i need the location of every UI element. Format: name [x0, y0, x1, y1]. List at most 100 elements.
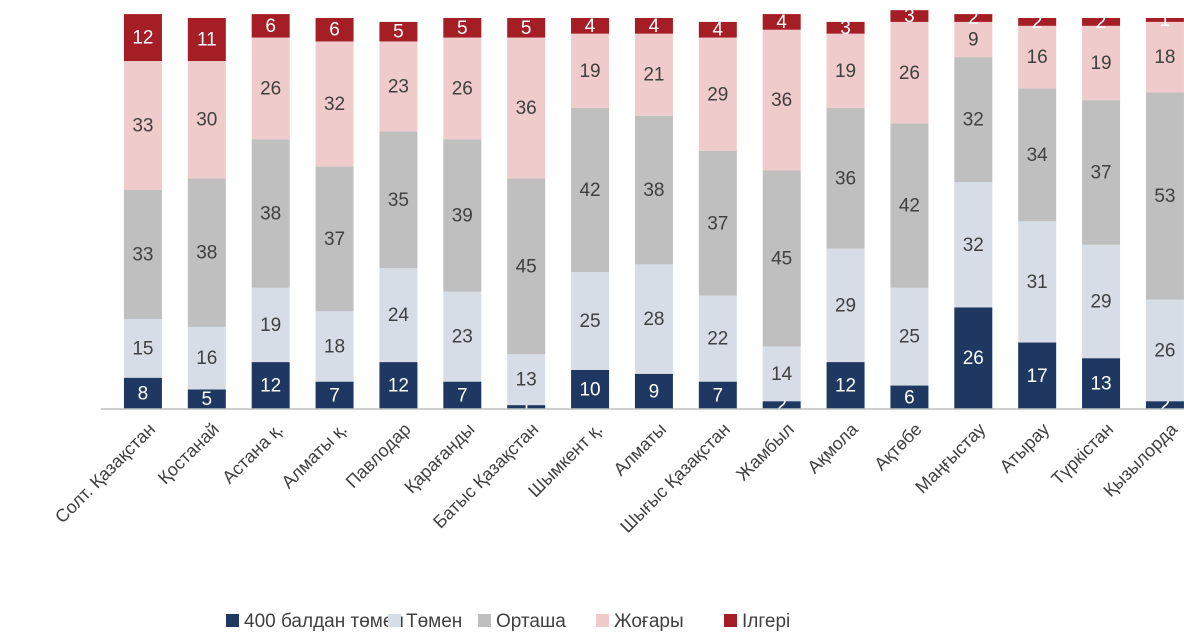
value-label: 3: [840, 18, 851, 39]
bar-segment: [123, 377, 162, 409]
legend-swatch: [226, 614, 239, 627]
value-label: 2: [776, 395, 787, 416]
value-label: 4: [776, 12, 787, 33]
bar-segment: [634, 33, 673, 116]
value-label: 19: [260, 315, 281, 336]
bar-segment: [698, 295, 737, 382]
bar-segment: [1145, 401, 1184, 409]
bar-segment: [1082, 100, 1121, 245]
bar-segment: [443, 291, 482, 382]
value-label: 26: [1154, 340, 1175, 361]
value-label: 13: [1090, 374, 1111, 395]
bar-segment: [507, 18, 546, 38]
value-label: 26: [260, 78, 281, 99]
value-label: 32: [324, 94, 345, 115]
value-label: 18: [324, 336, 345, 357]
x-tick-label: Шығыс Қазақстан: [616, 419, 734, 537]
value-label: 34: [1027, 145, 1049, 166]
x-tick-label: Ақмола: [803, 418, 862, 477]
bar-segment: [634, 264, 673, 374]
bar-segment: [762, 401, 801, 409]
bar-segment: [315, 381, 354, 409]
value-label: 8: [138, 383, 149, 404]
value-label: 3: [904, 6, 915, 27]
bar-segment: [698, 21, 737, 38]
value-label: 12: [260, 376, 281, 397]
value-label: 2: [1096, 12, 1107, 33]
value-label: 23: [388, 76, 409, 97]
value-label: 26: [452, 78, 473, 99]
value-label: 6: [904, 387, 915, 408]
value-label: 30: [196, 110, 217, 131]
value-label: 37: [1090, 162, 1111, 183]
bar-segment: [379, 41, 418, 132]
bar-segment: [571, 272, 610, 370]
bar-segment: [762, 170, 801, 347]
value-label: 38: [196, 243, 217, 264]
bar-segment: [698, 37, 737, 151]
bar-segment: [890, 385, 929, 409]
bar-segment: [1145, 92, 1184, 300]
bar-segment: [507, 354, 546, 406]
bar-segment: [379, 131, 418, 269]
bar-segment: [571, 369, 610, 409]
bar-segment: [187, 61, 226, 179]
x-tick-label: Алматы: [610, 419, 671, 480]
x-tick-label: Жамбыл: [732, 419, 798, 485]
value-label: 1: [1160, 10, 1171, 31]
value-label: 31: [1027, 272, 1048, 293]
bar-segment: [571, 33, 610, 108]
legend-label: Ілгері: [742, 611, 790, 632]
value-label: 32: [963, 235, 984, 256]
bar-segment: [634, 373, 673, 409]
value-label: 38: [643, 180, 664, 201]
bar-segment: [1082, 25, 1121, 101]
value-label: 35: [388, 190, 409, 211]
value-label: 22: [707, 329, 728, 350]
legend-label: 400 балдан төмен: [244, 611, 404, 632]
bar-segment: [698, 381, 737, 409]
bar-segment: [187, 178, 226, 327]
value-label: 53: [1154, 186, 1175, 207]
bar-segment: [890, 123, 929, 288]
value-label: 5: [521, 18, 532, 39]
value-label: 2: [968, 8, 979, 29]
bar-segment: [251, 139, 290, 288]
x-tick-label: Қостанай: [154, 419, 223, 488]
bar-segment: [890, 21, 929, 124]
legend-label: Жоғары: [614, 611, 684, 632]
value-label: 45: [771, 248, 792, 269]
value-label: 13: [516, 370, 537, 391]
bar-segment: [187, 389, 226, 409]
bar-segment: [443, 381, 482, 409]
value-label: 23: [452, 327, 473, 348]
value-label: 12: [835, 376, 856, 397]
bar-segment: [1145, 299, 1184, 402]
bar-segment: [954, 182, 993, 308]
value-label: 5: [202, 389, 213, 410]
bar-segment: [443, 18, 482, 38]
value-label: 2: [1160, 395, 1171, 416]
bar-segment: [1018, 88, 1057, 222]
bar-segment: [1145, 21, 1184, 93]
value-label: 10: [579, 379, 600, 400]
bar-segment: [507, 37, 546, 179]
bar-segment: [187, 326, 226, 390]
x-tick-label: Солт. Қазақстан: [51, 419, 159, 527]
value-label: 6: [329, 20, 340, 41]
bar-segment: [507, 405, 546, 409]
bar-segment: [826, 107, 865, 249]
value-label: 19: [835, 61, 856, 82]
legend-swatch: [596, 614, 609, 627]
value-label: 21: [643, 65, 664, 86]
x-tick-label: Алматы қ.: [278, 419, 351, 492]
bar-segment: [315, 311, 354, 382]
bar-segment: [571, 18, 610, 34]
value-label: 33: [132, 245, 153, 266]
bar-segment: [315, 41, 354, 167]
bar-segment: [251, 37, 290, 140]
value-label: 36: [835, 168, 856, 189]
x-tick-label: Ақтөбе: [870, 419, 925, 474]
value-label: 7: [713, 385, 724, 406]
bar-segment: [1018, 342, 1057, 409]
